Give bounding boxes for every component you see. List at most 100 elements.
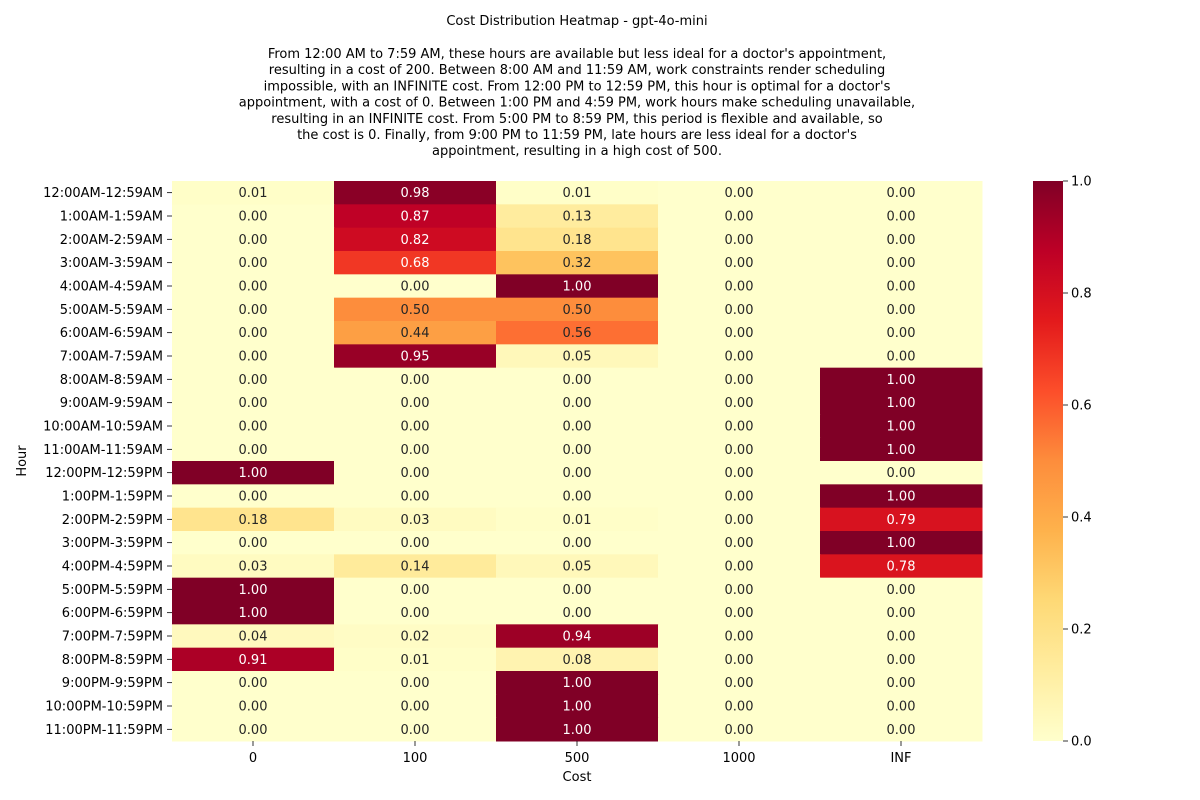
heatmap-cell (172, 367, 335, 392)
heatmap-cell (658, 344, 821, 369)
heatmap-cell (820, 531, 983, 555)
cell-value-label: 1.00 (887, 420, 916, 435)
cell-value-label: 0.00 (239, 350, 268, 365)
cell-value-label: 0.00 (239, 210, 268, 225)
heatmap-cell (334, 671, 497, 695)
colorbar-tick-label: 1.0 (1071, 175, 1092, 190)
heatmap-cell (172, 437, 335, 462)
heatmap-cell (496, 647, 659, 672)
heatmap-cell (496, 414, 659, 439)
y-tick-label: 9:00PM-9:59PM (62, 676, 163, 691)
x-tick-label: 0 (249, 751, 257, 766)
chart-title: Cost Distribution Heatmap - gpt-4o-mini (446, 14, 707, 29)
cell-value-label: 0.00 (239, 536, 268, 551)
heatmap-cell (820, 671, 983, 695)
cell-value-label: 0.94 (563, 630, 592, 645)
cell-value-label: 0.50 (563, 303, 592, 318)
cell-value-label: 0.00 (725, 420, 754, 435)
cell-value-label: 0.18 (563, 233, 592, 248)
heatmap-cell (820, 181, 983, 205)
x-axis-label: Cost (563, 770, 592, 785)
colorbar-tick-label: 0.0 (1071, 735, 1092, 750)
heatmap-cell (658, 251, 821, 275)
colorbar (1033, 181, 1063, 741)
cell-value-label: 0.01 (563, 186, 592, 201)
cell-value-label: 1.00 (887, 536, 916, 551)
y-tick-label: 10:00AM-10:59AM (43, 420, 163, 435)
cell-value-label: 0.00 (725, 256, 754, 271)
cell-value-label: 0.00 (725, 560, 754, 575)
cell-value-label: 0.05 (563, 350, 592, 365)
heatmap-cell (172, 647, 335, 672)
heatmap-cell (658, 554, 821, 579)
heatmap-cell (172, 484, 335, 509)
heatmap-cell (334, 554, 497, 579)
cell-value-label: 0.13 (563, 210, 592, 225)
cell-value-label: 0.00 (563, 536, 592, 551)
heatmap-cell (820, 647, 983, 672)
heatmap-cell (172, 671, 335, 695)
colorbar-ticks: 0.0 0.2 0.4 0.6 0.8 1.0 (1063, 175, 1092, 750)
cell-value-label: 0.79 (887, 513, 916, 528)
heatmap-cell (334, 647, 497, 672)
heatmap-cell (334, 531, 497, 555)
heatmap-cell (496, 624, 659, 649)
heatmap-cell (496, 181, 659, 205)
x-tick-label: 100 (403, 751, 428, 766)
description-line: impossible, with an INFINITE cost. From … (264, 79, 891, 94)
heatmap-cell (172, 507, 335, 532)
cell-value-label: 0.00 (725, 280, 754, 295)
heatmap-cell (334, 484, 497, 509)
cell-value-label: 0.00 (563, 420, 592, 435)
cell-value-label: 0.00 (725, 490, 754, 505)
heatmap-cell (820, 227, 983, 252)
heatmap-cell (496, 251, 659, 275)
y-tick-label: 4:00AM-4:59AM (60, 280, 163, 295)
y-tick-label: 3:00AM-3:59AM (60, 256, 163, 271)
cell-value-label: 0.00 (401, 723, 430, 738)
heatmap-cell (820, 461, 983, 485)
cell-value-label: 0.95 (401, 350, 430, 365)
y-tick-label: 1:00AM-1:59AM (60, 210, 163, 225)
cell-value-label: 0.00 (401, 676, 430, 691)
cell-value-label: 1.00 (239, 583, 268, 598)
heatmap-cell (172, 554, 335, 579)
heatmap-cell (334, 694, 497, 719)
cell-value-label: 0.00 (725, 303, 754, 318)
cell-value-label: 0.82 (401, 233, 430, 248)
heatmap-cell (496, 391, 659, 415)
y-tick-label: 8:00PM-8:59PM (62, 653, 163, 668)
heatmap-cell (172, 461, 335, 485)
y-tick-label: 6:00PM-6:59PM (62, 606, 163, 621)
heatmap-cell (658, 624, 821, 649)
cell-value-label: 0.00 (401, 373, 430, 388)
heatmap-cell (334, 344, 497, 369)
heatmap-cell (334, 321, 497, 345)
x-tick-labels: 0 100 500 1000 INF (249, 741, 912, 766)
cell-value-label: 0.56 (563, 326, 592, 341)
cell-value-label: 0.00 (725, 326, 754, 341)
cell-value-label: 1.00 (887, 396, 916, 411)
heatmap-cell (496, 344, 659, 369)
heatmap-cell (820, 601, 983, 625)
cell-value-label: 0.00 (887, 210, 916, 225)
cell-value-label: 1.00 (887, 490, 916, 505)
cell-value-label: 0.00 (887, 326, 916, 341)
cell-value-label: 0.00 (887, 466, 916, 481)
cell-value-label: 0.00 (239, 256, 268, 271)
heatmap-cell (658, 671, 821, 695)
cell-value-label: 0.00 (563, 443, 592, 458)
heatmap-cell (658, 227, 821, 252)
heatmap-cell (496, 484, 659, 509)
cell-value-label: 1.00 (563, 280, 592, 295)
heatmap-cell (658, 694, 821, 719)
heatmap-cell (820, 367, 983, 392)
heatmap-cell (820, 507, 983, 532)
cell-value-label: 0.00 (725, 373, 754, 388)
heatmap-cell (172, 181, 335, 205)
cell-value-label: 0.00 (401, 700, 430, 715)
cell-value-label: 0.05 (563, 560, 592, 575)
heatmap-cell (172, 414, 335, 439)
heatmap-cell (820, 554, 983, 579)
heatmap-cell (658, 181, 821, 205)
